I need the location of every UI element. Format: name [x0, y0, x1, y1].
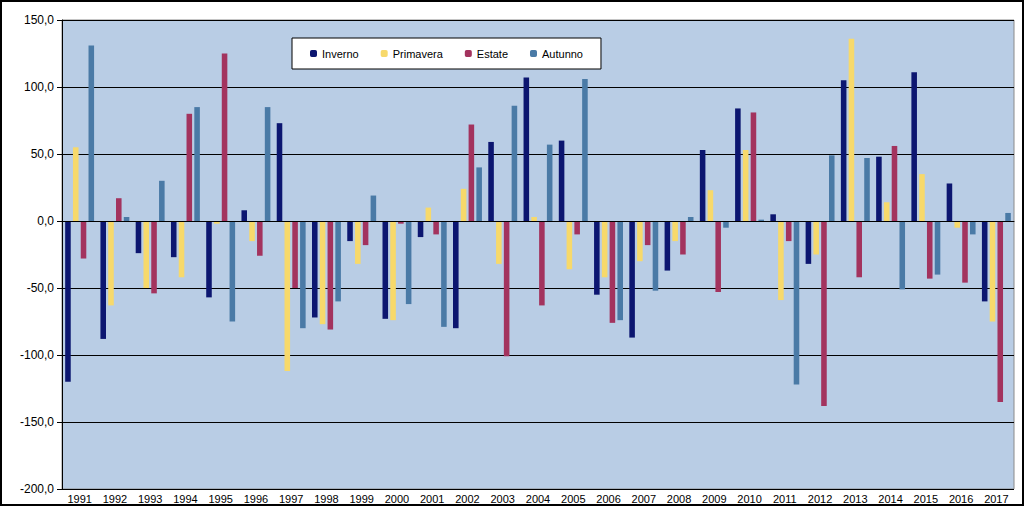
svg-text:1996: 1996	[244, 493, 268, 505]
svg-text:Inverno: Inverno	[322, 48, 359, 60]
svg-text:-150,0: -150,0	[20, 415, 54, 429]
svg-text:2013: 2013	[843, 493, 867, 505]
svg-text:2006: 2006	[596, 493, 620, 505]
svg-text:1999: 1999	[349, 493, 373, 505]
svg-text:1991: 1991	[67, 493, 91, 505]
svg-text:2007: 2007	[632, 493, 656, 505]
svg-text:2005: 2005	[561, 493, 585, 505]
svg-text:2017: 2017	[984, 493, 1008, 505]
svg-text:-50,0: -50,0	[27, 281, 55, 295]
svg-text:2003: 2003	[490, 493, 514, 505]
svg-text:2004: 2004	[526, 493, 550, 505]
svg-text:1995: 1995	[208, 493, 232, 505]
svg-text:2002: 2002	[455, 493, 479, 505]
svg-text:2001: 2001	[420, 493, 444, 505]
svg-text:2011: 2011	[773, 493, 797, 505]
svg-text:2010: 2010	[737, 493, 761, 505]
svg-text:2000: 2000	[385, 493, 409, 505]
svg-text:1997: 1997	[279, 493, 303, 505]
svg-text:100,0: 100,0	[24, 80, 54, 94]
svg-text:2009: 2009	[702, 493, 726, 505]
svg-text:0,0: 0,0	[37, 214, 54, 228]
svg-text:-200,0: -200,0	[20, 482, 54, 496]
svg-text:2015: 2015	[914, 493, 938, 505]
svg-text:1998: 1998	[314, 493, 338, 505]
svg-text:2014: 2014	[878, 493, 902, 505]
svg-text:2012: 2012	[808, 493, 832, 505]
svg-text:1992: 1992	[103, 493, 127, 505]
svg-text:Estate: Estate	[477, 48, 508, 60]
svg-text:1993: 1993	[138, 493, 162, 505]
svg-text:Autunno: Autunno	[542, 48, 583, 60]
svg-text:-100,0: -100,0	[20, 348, 54, 362]
svg-text:2016: 2016	[949, 493, 973, 505]
svg-text:2008: 2008	[667, 493, 691, 505]
svg-text:50,0: 50,0	[31, 147, 55, 161]
svg-text:Primavera: Primavera	[393, 48, 444, 60]
svg-text:1994: 1994	[173, 493, 197, 505]
svg-text:150,0: 150,0	[24, 13, 54, 27]
